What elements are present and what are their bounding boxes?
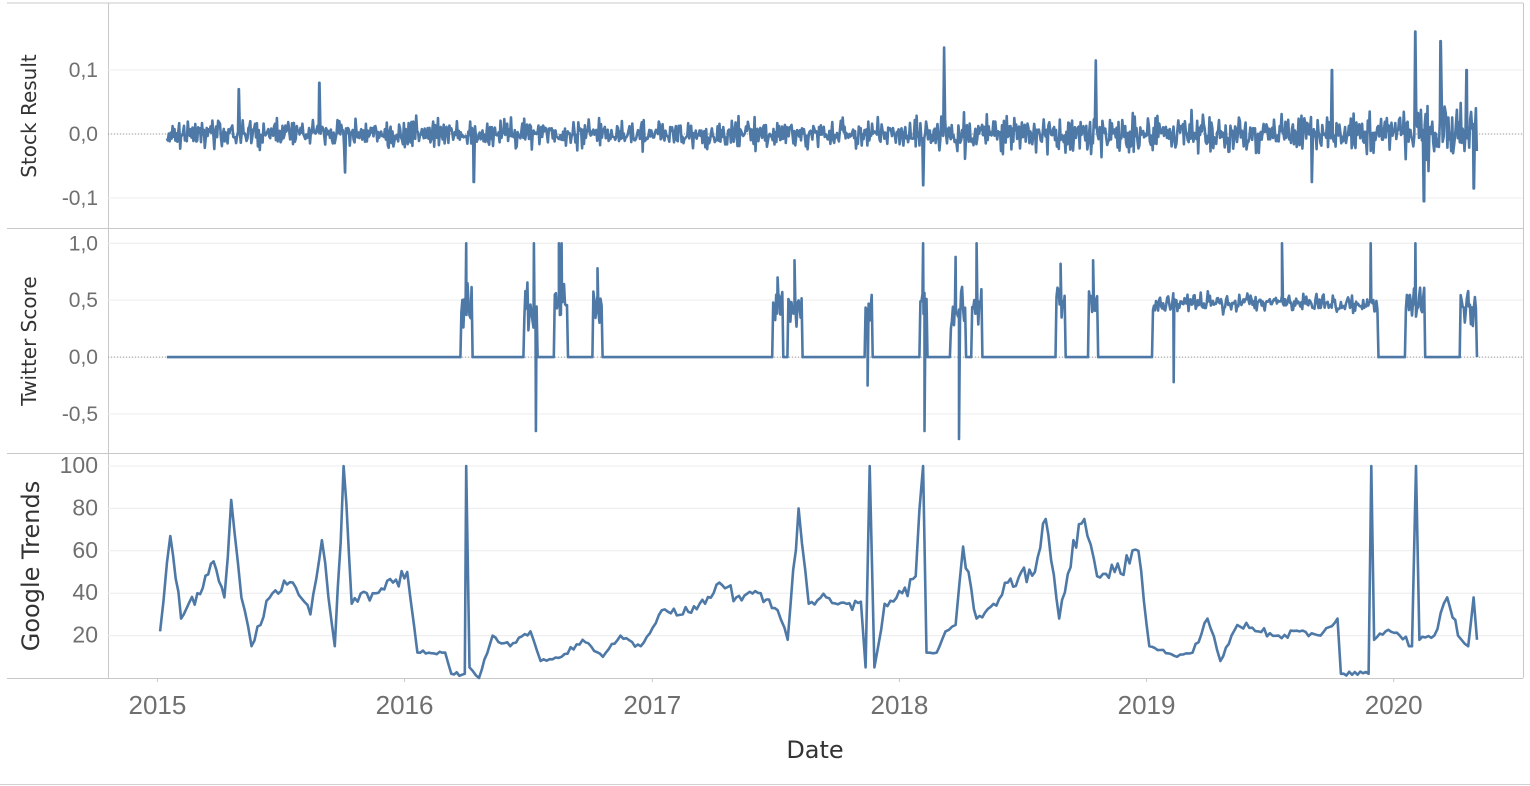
x-tick-label: 2019 [1118,690,1176,720]
y-tick-label: 80 [72,494,98,520]
y-tick-label: 20 [72,622,98,648]
y-tick-label: 1,0 [69,232,98,255]
x-axis-title: Date [786,736,843,764]
y-tick-label: 40 [72,579,98,605]
x-tick-label: 2020 [1365,690,1423,720]
y-axis-title: Stock Result [17,54,41,178]
series-line [166,242,1479,441]
x-tick-label: 2018 [871,690,929,720]
y-tick-label: 0,0 [69,346,98,369]
series-lines [158,30,1479,680]
y-tick-label: -0,1 [62,187,98,210]
y-tick-label: -0,5 [62,403,98,426]
x-tick-label: 2015 [129,690,187,720]
y-tick-label: 60 [72,537,98,563]
x-tick-label: 2017 [623,690,681,720]
series-line [158,464,1479,680]
y-tick-label: 0,1 [69,59,98,82]
y-axis-title: Google Trends [17,481,45,651]
y-tick-label: 0,0 [69,123,98,146]
y-tick-label: 100 [60,452,98,478]
y-tick-label: 0,5 [69,289,98,312]
series-line [165,30,1479,203]
y-axis-title: Twitter Score [17,276,41,406]
tick-labels: 0,1 0,0 -0,1 Stock Result 1,0 0,5 0,0 -0,5 Twitt… [17,54,1423,720]
x-tick-label: 2016 [376,690,434,720]
